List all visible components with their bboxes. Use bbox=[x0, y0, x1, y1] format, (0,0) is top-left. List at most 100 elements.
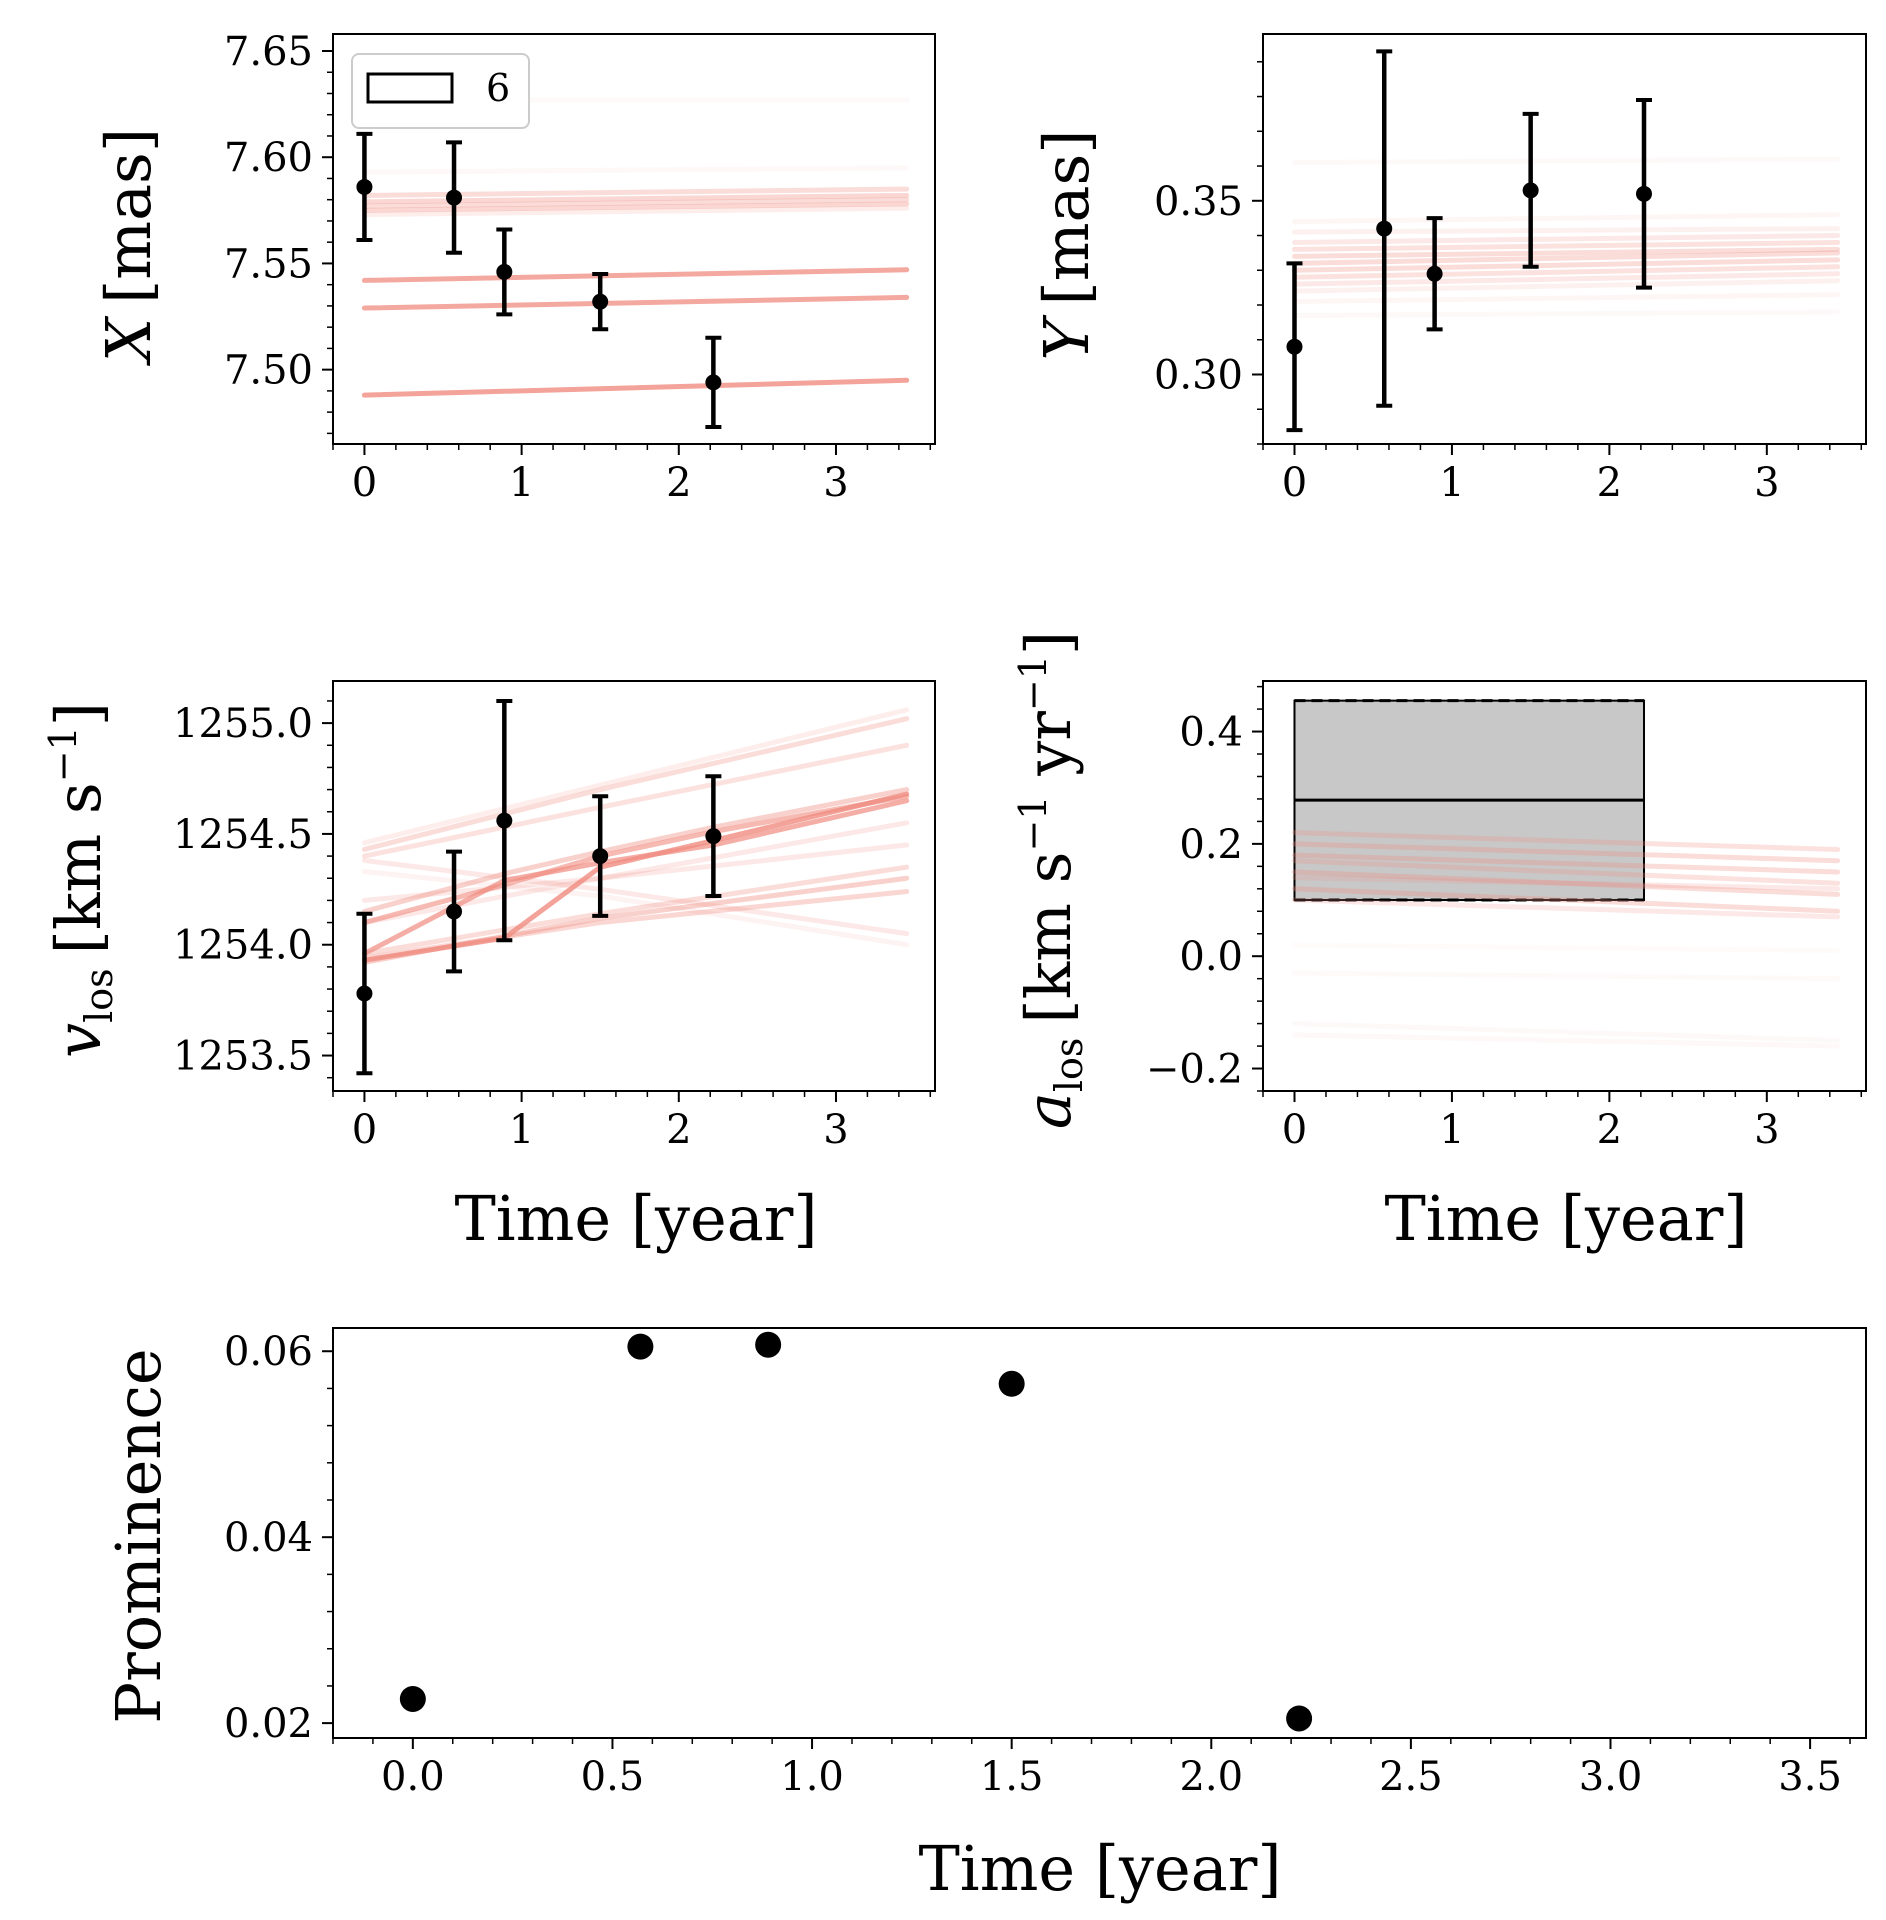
x-tick-label: 3.0 bbox=[1579, 1754, 1643, 1800]
y-tick-label: 0.30 bbox=[1154, 353, 1243, 399]
scatter-point bbox=[1286, 1705, 1313, 1732]
model-line bbox=[1291, 897, 1841, 920]
x-tick-label: 0.5 bbox=[581, 1754, 645, 1800]
marker bbox=[1376, 220, 1393, 237]
y-tick-label: 1254.5 bbox=[173, 812, 313, 858]
legend: 6 bbox=[351, 53, 530, 129]
marker bbox=[356, 985, 373, 1002]
y-axis-label: X[mas] bbox=[92, 128, 165, 366]
y-tick-label: 1254.0 bbox=[173, 923, 313, 969]
y-tick-label: 0.0 bbox=[1179, 934, 1243, 980]
x-tick-label: 1 bbox=[1439, 1107, 1464, 1153]
data-point bbox=[705, 335, 722, 430]
y-tick-label: 7.65 bbox=[224, 29, 313, 75]
marker bbox=[592, 293, 609, 310]
x-tick-label: 2.5 bbox=[1379, 1754, 1443, 1800]
model-line bbox=[361, 875, 910, 965]
y-tick-label: 1255.0 bbox=[173, 701, 313, 747]
y-axis-label: vlos[km s−1] bbox=[41, 702, 121, 1058]
marker bbox=[1522, 182, 1539, 199]
y-tick-label: 7.50 bbox=[224, 348, 313, 394]
data-point bbox=[1522, 111, 1539, 269]
x-tick-label: 0.0 bbox=[381, 1754, 445, 1800]
marker bbox=[496, 263, 513, 280]
legend-swatch bbox=[366, 72, 454, 104]
marker bbox=[1286, 338, 1303, 355]
marker bbox=[705, 374, 722, 391]
x-axis-label: Time [year] bbox=[454, 1182, 817, 1255]
x-tick-label: 0 bbox=[1282, 1107, 1307, 1153]
y-tick-label: 0.2 bbox=[1179, 822, 1243, 868]
x-tick-label: 0 bbox=[352, 460, 377, 506]
x-tick-label: 1.5 bbox=[980, 1754, 1044, 1800]
model-line bbox=[1291, 309, 1841, 318]
data-point bbox=[446, 849, 463, 974]
data-point bbox=[446, 140, 463, 255]
marker bbox=[446, 189, 463, 206]
model-line bbox=[361, 716, 910, 852]
plot-frame bbox=[332, 680, 936, 1092]
y-tick-label: 1253.5 bbox=[173, 1034, 313, 1080]
x-tick-label: 2 bbox=[666, 1107, 691, 1153]
data-point bbox=[356, 911, 373, 1076]
panel-x-position: 0 1 2 3 7.50 7.55 7.60 7.65 X[mas] 6 bbox=[92, 29, 936, 506]
plot-frame bbox=[332, 33, 936, 445]
x-tick-label: 3 bbox=[823, 460, 848, 506]
model-line bbox=[1294, 945, 1837, 951]
y-axis-label: Prominence bbox=[102, 1348, 175, 1723]
panel-y-position: 0 1 2 3 0.30 0.35 Y[mas] bbox=[1030, 33, 1867, 506]
data-point bbox=[496, 698, 513, 943]
panel-line-of-sight-velocity: 0 1 2 3 1253.5 1254.0 1254.5 1255.0 vlos[km s−1… bbox=[41, 680, 936, 1255]
plot-frame bbox=[1262, 680, 1867, 1092]
x-tick-label: 3.5 bbox=[1778, 1754, 1842, 1800]
model-line bbox=[361, 294, 910, 311]
model-line bbox=[361, 267, 910, 283]
model-line bbox=[361, 165, 910, 175]
model-line bbox=[1291, 1032, 1841, 1049]
data-point bbox=[592, 272, 609, 332]
model-line bbox=[1291, 156, 1841, 166]
marker bbox=[1636, 185, 1653, 202]
y-tick-label: 0.06 bbox=[224, 1329, 313, 1375]
y-tick-label: 0.35 bbox=[1154, 179, 1243, 225]
plot-frame bbox=[1262, 33, 1867, 445]
panel-prominence: 0.0 0.5 1.0 1.5 2.0 2.5 3.0 3.5 0.02 0.04 0.06 Pro… bbox=[102, 1327, 1867, 1905]
x-tick-label: 3 bbox=[1754, 1107, 1779, 1153]
scatter-point bbox=[755, 1331, 782, 1358]
x-tick-label: 1 bbox=[1439, 460, 1464, 506]
x-tick-label: 3 bbox=[823, 1107, 848, 1153]
scatter-point bbox=[627, 1333, 654, 1360]
model-line bbox=[361, 707, 910, 846]
marker bbox=[446, 903, 463, 920]
y-tick-label: 0.04 bbox=[224, 1515, 313, 1561]
y-tick-label: 0.02 bbox=[224, 1701, 313, 1747]
y-tick-label: 7.60 bbox=[224, 135, 313, 181]
model-line bbox=[1291, 858, 1841, 886]
data-point bbox=[496, 227, 513, 317]
x-tick-label: 2 bbox=[666, 460, 691, 506]
model-line bbox=[1291, 830, 1841, 852]
x-tick-label: 2.0 bbox=[1179, 1754, 1243, 1800]
scatter-point bbox=[399, 1685, 426, 1712]
data-point bbox=[592, 794, 609, 918]
model-line bbox=[1291, 886, 1841, 914]
model-line bbox=[1291, 292, 1841, 305]
model-line bbox=[361, 377, 910, 398]
marker bbox=[496, 812, 513, 829]
x-axis-label: Time [year] bbox=[1384, 1182, 1747, 1255]
data-point bbox=[1376, 49, 1393, 408]
marker bbox=[1426, 265, 1443, 282]
model-line bbox=[1291, 1021, 1841, 1043]
x-tick-label: 3 bbox=[1754, 460, 1779, 506]
y-tick-label: 0.4 bbox=[1179, 710, 1243, 756]
data-point bbox=[356, 131, 373, 243]
x-tick-label: 2 bbox=[1597, 460, 1622, 506]
x-tick-label: 1 bbox=[509, 460, 534, 506]
x-tick-label: 0 bbox=[352, 1107, 377, 1153]
y-axis-label: alos[km s−1 yr−1] bbox=[1011, 631, 1091, 1129]
model-line bbox=[1291, 226, 1841, 235]
data-point bbox=[1426, 216, 1443, 332]
model-line bbox=[1291, 841, 1841, 864]
model-line bbox=[1291, 875, 1841, 892]
